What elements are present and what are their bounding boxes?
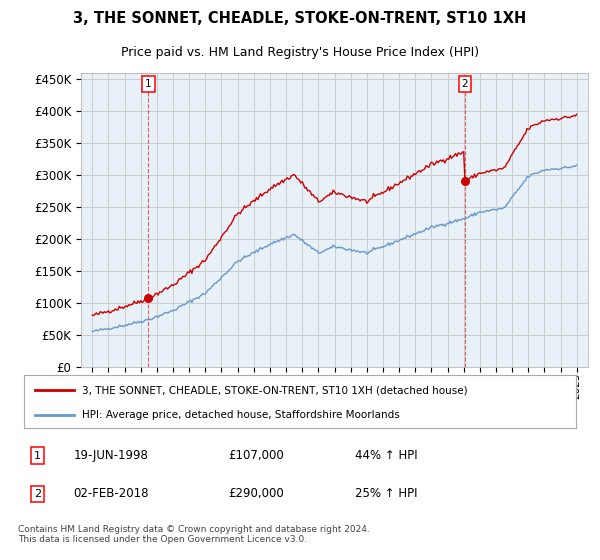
Text: £290,000: £290,000 <box>228 487 284 500</box>
Text: HPI: Average price, detached house, Staffordshire Moorlands: HPI: Average price, detached house, Staf… <box>82 410 400 420</box>
Text: 44% ↑ HPI: 44% ↑ HPI <box>355 449 418 462</box>
Text: 2: 2 <box>461 78 468 88</box>
Text: £107,000: £107,000 <box>228 449 284 462</box>
Text: Contains HM Land Registry data © Crown copyright and database right 2024.
This d: Contains HM Land Registry data © Crown c… <box>18 525 370 544</box>
Text: 1: 1 <box>34 450 41 460</box>
Text: 1: 1 <box>145 78 152 88</box>
Text: 2: 2 <box>34 489 41 499</box>
Text: Price paid vs. HM Land Registry's House Price Index (HPI): Price paid vs. HM Land Registry's House … <box>121 46 479 59</box>
Text: 25% ↑ HPI: 25% ↑ HPI <box>355 487 418 500</box>
Text: 19-JUN-1998: 19-JUN-1998 <box>74 449 149 462</box>
Text: 3, THE SONNET, CHEADLE, STOKE-ON-TRENT, ST10 1XH (detached house): 3, THE SONNET, CHEADLE, STOKE-ON-TRENT, … <box>82 385 467 395</box>
Text: 3, THE SONNET, CHEADLE, STOKE-ON-TRENT, ST10 1XH: 3, THE SONNET, CHEADLE, STOKE-ON-TRENT, … <box>73 11 527 26</box>
Text: 02-FEB-2018: 02-FEB-2018 <box>74 487 149 500</box>
